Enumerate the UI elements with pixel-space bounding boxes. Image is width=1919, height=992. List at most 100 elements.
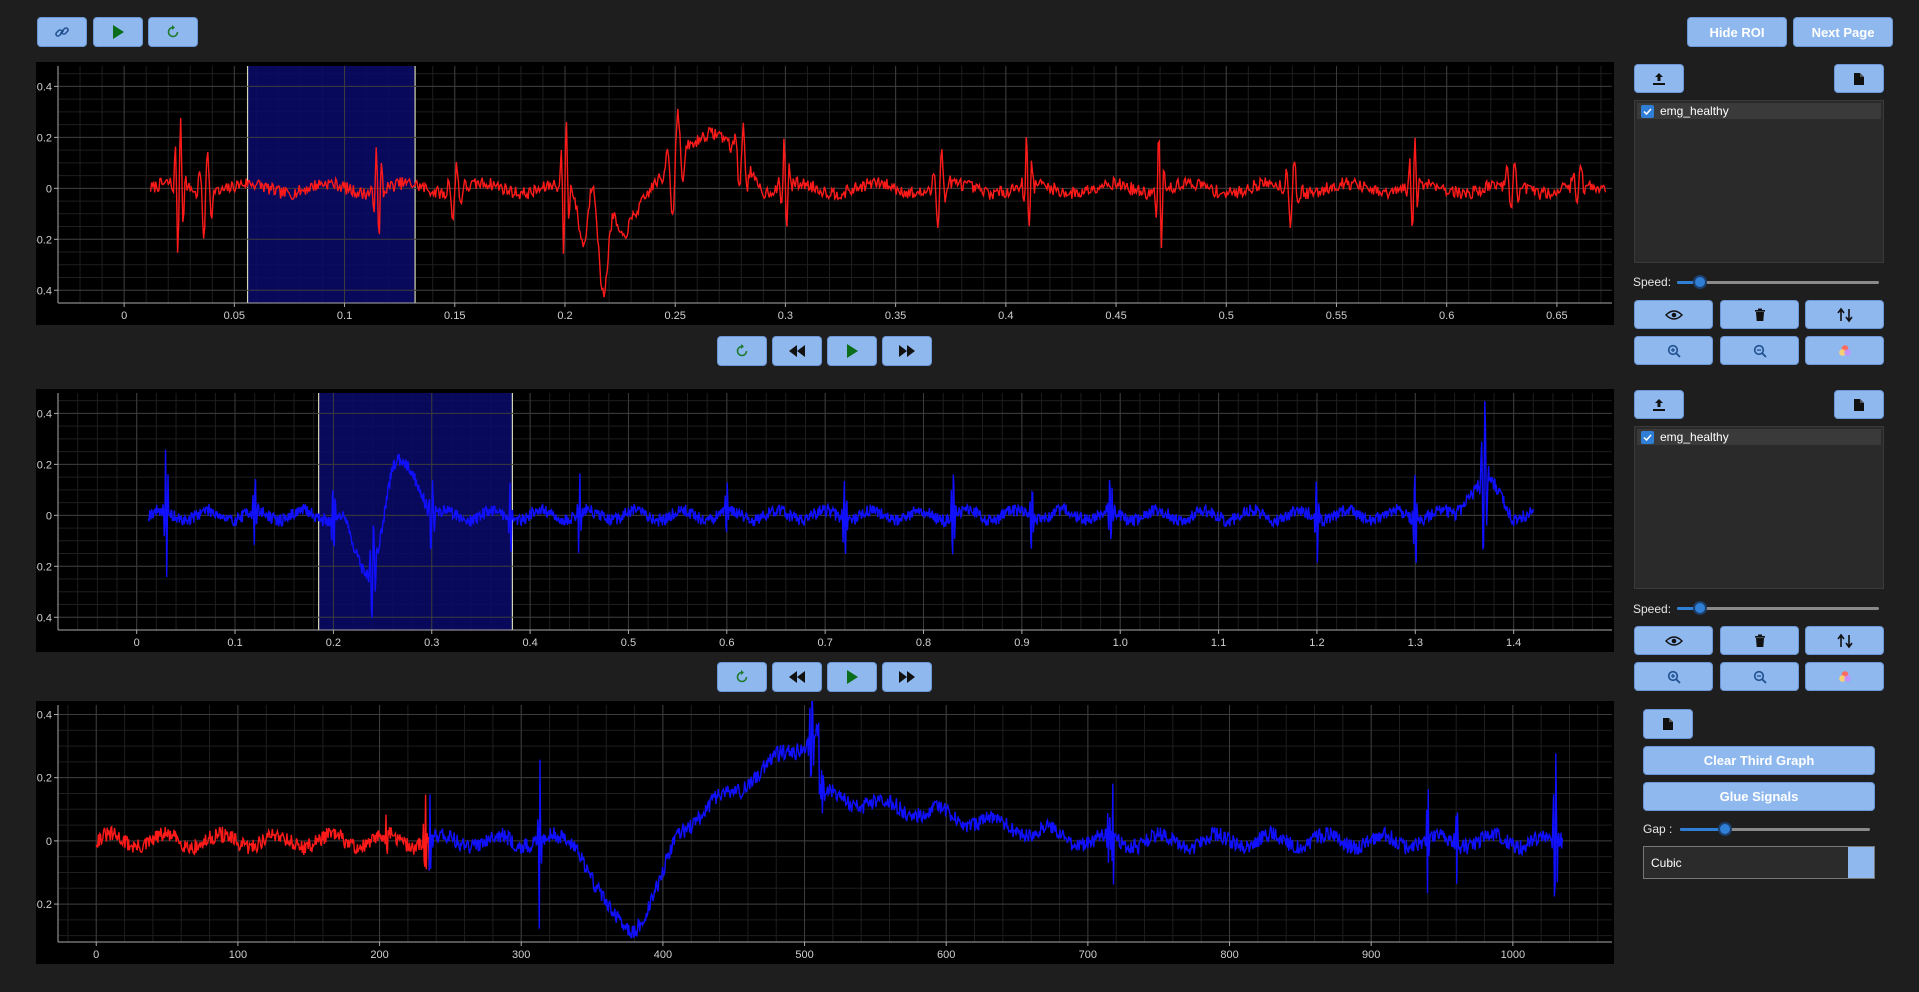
y-tick-label: 0 <box>46 836 52 848</box>
graph-1-swap-button[interactable] <box>1805 300 1884 329</box>
x-tick-label: 500 <box>795 949 813 961</box>
x-tick-label: 800 <box>1220 949 1238 961</box>
y-tick-label: 0 <box>46 183 52 195</box>
graph-1-forward-button[interactable] <box>882 336 932 366</box>
graph-1-delete-button[interactable] <box>1720 300 1799 329</box>
x-tick-label: 0.15 <box>444 310 465 322</box>
x-tick-label: 0.3 <box>778 310 793 322</box>
zoom-out-icon <box>1753 344 1767 358</box>
interpolation-select[interactable]: Cubic <box>1643 846 1875 879</box>
graph-3-file-button[interactable] <box>1643 709 1693 739</box>
x-tick-label: 400 <box>654 949 672 961</box>
x-tick-label: 200 <box>370 949 388 961</box>
graph-2-play-button[interactable] <box>827 662 877 692</box>
graph-1-rewind-button[interactable] <box>772 336 822 366</box>
graph-3[interactable]: 0 100 200 300 400 500 600 700 800 900 1000 0.4 0.2 0 -… <box>36 701 1614 964</box>
slider-handle[interactable] <box>1718 822 1732 836</box>
refresh-icon <box>736 670 748 683</box>
x-tick-label: 100 <box>229 949 247 961</box>
graph-2[interactable]: 0 0.1 0.2 0.3 0.4 0.5 0.6 0.7 0.8 0.9 1.0 1.1 1.2 1.3… <box>36 389 1614 652</box>
x-tick-label: 700 <box>1079 949 1097 961</box>
zoom-out-icon <box>1753 670 1767 684</box>
graph-2-file-button[interactable] <box>1834 390 1884 419</box>
graph-1-canvas[interactable]: 0 0.05 0.1 0.15 0.2 0.25 0.3 0.35 0.4 0.45 0.5 0.55… <box>36 62 1614 325</box>
y-tick-label: 0.4 <box>37 408 52 420</box>
graph-2-canvas[interactable]: 0 0.1 0.2 0.3 0.4 0.5 0.6 0.7 0.8 0.9 1.0 1.1 1.2 1.3… <box>36 389 1614 652</box>
y-tick-label: 0.2 <box>37 132 52 144</box>
trash-icon <box>1754 308 1765 321</box>
x-tick-label: 1.4 <box>1506 637 1521 649</box>
x-tick-label: 0.1 <box>227 637 242 649</box>
graph-1-speed-slider[interactable] <box>1677 275 1879 289</box>
clear-third-graph-button[interactable]: Clear Third Graph <box>1643 746 1875 775</box>
graph-3-canvas[interactable]: 0 100 200 300 400 500 600 700 800 900 1000 0.4 0.2 0 -… <box>36 701 1614 964</box>
slider-handle[interactable] <box>1693 601 1707 615</box>
x-tick-label: 0.5 <box>621 637 636 649</box>
list-item[interactable]: emg_healthy <box>1637 429 1881 445</box>
graph-1-upload-button[interactable] <box>1634 64 1684 93</box>
reset-all-button[interactable] <box>148 17 198 47</box>
graph-2-zoom-out-button[interactable] <box>1720 662 1799 691</box>
fast-forward-icon <box>899 345 915 357</box>
hide-roi-button[interactable]: Hide ROI <box>1687 17 1787 47</box>
x-tick-label: 600 <box>937 949 955 961</box>
graph-1-play-button[interactable] <box>827 336 877 366</box>
zoom-in-icon <box>1667 344 1681 358</box>
graph-2-speed-slider[interactable] <box>1677 601 1879 615</box>
x-tick-label: 0 <box>134 637 140 649</box>
play-icon <box>847 670 858 684</box>
signal-checkbox[interactable] <box>1641 430 1654 444</box>
upload-icon <box>1653 398 1665 411</box>
gap-slider[interactable] <box>1680 822 1870 836</box>
x-tick-label: 0.2 <box>326 637 341 649</box>
graph-2-delete-button[interactable] <box>1720 626 1799 655</box>
graph-1-reset-button[interactable] <box>717 336 767 366</box>
graph-2-forward-button[interactable] <box>882 662 932 692</box>
file-icon <box>1663 718 1673 730</box>
x-tick-label: 1.0 <box>1113 637 1128 649</box>
x-tick-label: 0.5 <box>1219 310 1234 322</box>
graph-2-swap-button[interactable] <box>1805 626 1884 655</box>
x-tick-label: 0.3 <box>424 637 439 649</box>
play-all-button[interactable] <box>93 17 143 47</box>
graph-1-visibility-button[interactable] <box>1634 300 1713 329</box>
graph-1-file-button[interactable] <box>1834 64 1884 93</box>
graph-1-zoom-in-button[interactable] <box>1634 336 1713 365</box>
x-tick-label: 0.4 <box>998 310 1013 322</box>
graph-2-reset-button[interactable] <box>717 662 767 692</box>
y-tick-label: 0.4 <box>37 709 52 721</box>
graph-2-visibility-button[interactable] <box>1634 626 1713 655</box>
x-tick-label: 1000 <box>1501 949 1525 961</box>
x-tick-label: 0.6 <box>719 637 734 649</box>
graph-2-color-button[interactable] <box>1805 662 1884 691</box>
color-palette-icon <box>1838 344 1851 356</box>
slider-handle[interactable] <box>1693 275 1707 289</box>
file-icon <box>1854 398 1864 411</box>
y-tick-label: 0 <box>46 510 52 522</box>
list-item[interactable]: emg_healthy <box>1637 103 1881 119</box>
signal-name: emg_healthy <box>1660 430 1729 444</box>
x-tick-label: 0.45 <box>1105 310 1126 322</box>
chevron-down-icon[interactable] <box>1848 847 1874 878</box>
x-tick-label: 0.9 <box>1014 637 1029 649</box>
next-page-button[interactable]: Next Page <box>1793 17 1893 47</box>
check-icon <box>1643 433 1652 441</box>
file-icon <box>1854 72 1864 85</box>
graph-1-color-button[interactable] <box>1805 336 1884 365</box>
x-tick-label: 0.35 <box>885 310 906 322</box>
graph-2-zoom-in-button[interactable] <box>1634 662 1713 691</box>
graph-1-zoom-out-button[interactable] <box>1720 336 1799 365</box>
link-button[interactable] <box>37 17 87 47</box>
refresh-icon <box>167 25 179 38</box>
glue-signals-button[interactable]: Glue Signals <box>1643 782 1875 811</box>
signal-checkbox[interactable] <box>1641 104 1654 118</box>
graph-1-signal-list[interactable]: emg_healthy <box>1634 100 1884 263</box>
y-tick-label: -0.2 <box>36 899 52 911</box>
graph-1[interactable]: 0 0.05 0.1 0.15 0.2 0.25 0.3 0.35 0.4 0.45 0.5 0.55… <box>36 62 1614 325</box>
swap-vertical-icon <box>1836 307 1853 322</box>
graph-2-rewind-button[interactable] <box>772 662 822 692</box>
signal-1-trace <box>95 794 430 871</box>
play-icon <box>113 25 124 39</box>
graph-2-upload-button[interactable] <box>1634 390 1684 419</box>
graph-2-signal-list[interactable]: emg_healthy <box>1634 426 1884 589</box>
